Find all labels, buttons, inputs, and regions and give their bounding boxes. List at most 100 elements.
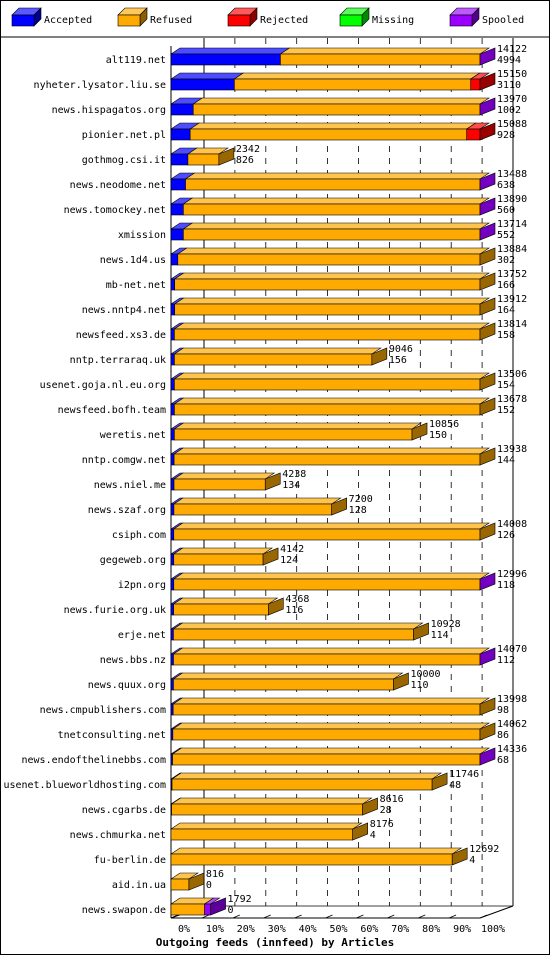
value-total-gothmog-csi-it: 2342 (236, 144, 260, 155)
value-accepted-gegeweb-org: 124 (280, 555, 298, 566)
bar-side-news-nntp4-net (479, 297, 496, 316)
value-total-usenet-blueworldhosting-com: 11746 (449, 769, 479, 780)
legend-swatch-accepted (11, 14, 35, 27)
bar-news-cmpublishers-com-accepted (170, 703, 174, 716)
value-accepted-news-bbs-nz: 112 (497, 655, 515, 666)
row-label-erje-net: erje.net (118, 630, 166, 641)
row-label-xmission: xmission (118, 230, 166, 241)
row-label-fu-berlin-de: fu-berlin.de (94, 855, 166, 866)
bar-gothmog-csi-it-accepted (170, 153, 189, 166)
value-total-nntp-comgw-net: 13938 (497, 444, 527, 455)
legend-label-refused: Refused (150, 15, 192, 26)
legend-swatch-spooled (449, 14, 473, 27)
row-label-aid-in-ua: aid.in.ua (112, 880, 166, 891)
bar-news-chmurka-net-refused (170, 828, 353, 841)
bar-top-xmission-1 (182, 222, 490, 230)
legend-swatch-refused (117, 14, 141, 27)
bar-newsfeed-xs3-de-refused (174, 328, 481, 341)
value-total-fu-berlin-de: 12692 (469, 844, 499, 855)
bar-spooled-tip-news-tomockey-net (479, 197, 496, 216)
bar-news-furie-org-uk-accepted (170, 603, 174, 616)
value-total-news-1d4-us: 13884 (497, 244, 527, 255)
value-accepted-news-chmurka-net: 4 (370, 830, 376, 841)
row-label-usenet-goja-nl-eu-org: usenet.goja.nl.eu.org (40, 380, 166, 391)
row-label-news-tomockey-net: news.tomockey.net (64, 205, 166, 216)
value-accepted-news-neodome-net: 638 (497, 180, 515, 191)
value-total-csiph-com: 14008 (497, 519, 527, 530)
bar-news-tomockey-net-accepted (170, 203, 184, 216)
bar-news-nntp4-net-refused (174, 303, 481, 316)
bar-spooled-tip-news-bbs-nz (479, 647, 496, 666)
x-tick-label-60: 60% (360, 924, 378, 935)
x-tick-mark-80 (418, 914, 426, 919)
row-label-news-furie-org-uk: news.furie.org.uk (64, 605, 166, 616)
bar-news-endofthelinebbs-com-refused (172, 753, 481, 766)
bar-pionier-net-pl-rejected (466, 128, 481, 141)
bar-top-newsfeed-bofh-team-1 (173, 397, 490, 405)
bar-nyheter-lysator-liu-se-accepted (170, 78, 235, 91)
bar-alt119-net-accepted (170, 53, 281, 66)
value-total-i2pn-org: 12996 (497, 569, 527, 580)
bar-news-hispagatos-org-refused (192, 103, 481, 116)
bar-news-tomockey-net-refused (183, 203, 481, 216)
bar-side-aid-in-ua (188, 872, 205, 891)
bar-side-news-niel-me (264, 472, 281, 491)
bar-side-news-1d4-us (479, 247, 496, 266)
row-label-gothmog-csi-it: gothmog.csi.it (82, 155, 166, 166)
bar-side-nntp-comgw-net (479, 447, 496, 466)
value-accepted-news-niel-me: 134 (282, 480, 300, 491)
bar-top-alt119-net-1 (279, 47, 490, 55)
bar-top-news-neodome-net-1 (184, 172, 490, 180)
bar-top-i2pn-org-1 (172, 572, 490, 580)
bar-alt119-net-refused (280, 53, 481, 66)
bar-nyheter-lysator-liu-se-rejected (470, 78, 481, 91)
bar-weretis-net-refused (174, 428, 413, 441)
bar-news-cmpublishers-com-refused (172, 703, 481, 716)
row-label-news-swapon-de: news.swapon.de (82, 905, 166, 916)
value-total-news-hispagatos-org: 13970 (497, 94, 527, 105)
bar-side-newsfeed-xs3-de (479, 322, 496, 341)
bar-spooled-tip-xmission (479, 222, 496, 241)
bar-top-news-1d4-us-1 (176, 247, 490, 255)
bar-top-usenet-blueworldhosting-com-1 (171, 772, 443, 780)
value-accepted-weretis-net: 150 (429, 430, 447, 441)
legend-swatch-rejected (227, 14, 251, 27)
x-tick-mark-100 (479, 914, 488, 919)
row-label-news-1d4-us: news.1d4.us (100, 255, 166, 266)
bar-news-quux-org-refused (173, 678, 394, 691)
row-label-mb-net-net: mb-net.net (106, 280, 166, 291)
bar-top-usenet-goja-nl-eu-org-1 (173, 372, 490, 380)
bar-top-news-cmpublishers-com-1 (172, 697, 490, 705)
value-accepted-newsfeed-xs3-de: 158 (497, 330, 515, 341)
bar-top-news-chmurka-net-1 (170, 822, 363, 830)
bar-top-nyheter-lysator-liu-se-1 (233, 72, 481, 80)
value-total-weretis-net: 10856 (429, 419, 459, 430)
bar-top-mb-net-net-1 (173, 272, 490, 280)
bar-top-gegeweb-org-1 (172, 547, 274, 555)
value-total-alt119-net: 14122 (497, 44, 527, 55)
bar-news-niel-me-refused (173, 478, 266, 491)
bar-side-weretis-net (411, 422, 428, 441)
bar-spooled-tip-news-hispagatos-org (479, 97, 496, 116)
bar-usenet-goja-nl-eu-org-accepted (170, 378, 175, 391)
value-total-news-tomockey-net: 13890 (497, 194, 527, 205)
value-total-news-cgarbs-de: 8616 (380, 794, 404, 805)
value-total-news-chmurka-net: 8176 (370, 819, 394, 830)
value-accepted-i2pn-org: 118 (497, 580, 515, 591)
x-tick-mark-50 (325, 914, 333, 919)
value-accepted-mb-net-net: 166 (497, 280, 515, 291)
value-accepted-csiph-com: 126 (497, 530, 515, 541)
bar-top-alt119-net-0 (170, 47, 291, 55)
value-accepted-tnetconsulting-net: 86 (497, 730, 509, 741)
value-accepted-nntp-terraraq-uk: 156 (389, 355, 407, 366)
value-accepted-news-cmpublishers-com: 98 (497, 705, 509, 716)
x-tick-label-20: 20% (237, 924, 255, 935)
bar-top-news-hispagatos-org-1 (192, 97, 490, 105)
value-total-newsfeed-bofh-team: 13678 (497, 394, 527, 405)
bar-side-tnetconsulting-net (479, 722, 496, 741)
value-total-newsfeed-xs3-de: 13814 (497, 319, 527, 330)
x-tick-label-0: 0% (178, 924, 190, 935)
bar-top-news-bbs-nz-1 (172, 647, 490, 655)
bar-top-news-tomockey-net-1 (182, 197, 490, 205)
bar-newsfeed-bofh-team-accepted (170, 403, 175, 416)
